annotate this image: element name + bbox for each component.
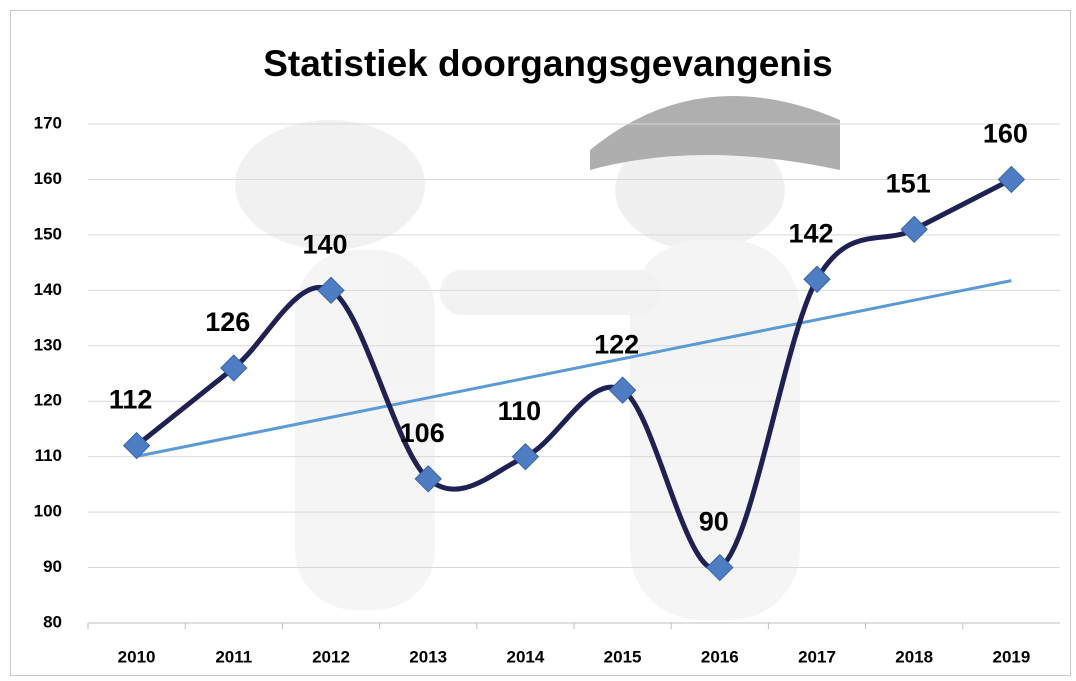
x-tick-label: 2018	[895, 647, 933, 666]
marker	[997, 165, 1026, 194]
y-tick-label: 80	[43, 612, 62, 631]
value-label: 140	[302, 229, 347, 259]
y-tick-label: 120	[34, 391, 62, 410]
y-tick-label: 100	[34, 502, 62, 521]
marker	[608, 376, 637, 404]
value-label: 160	[983, 119, 1028, 149]
marker	[803, 265, 831, 293]
x-tick-label: 2019	[992, 647, 1030, 666]
marker	[317, 276, 345, 305]
marker	[706, 553, 734, 582]
value-label: 142	[788, 218, 833, 248]
y-tick-label: 150	[34, 224, 62, 243]
value-label: 106	[400, 418, 445, 448]
y-tick-label: 110	[35, 446, 62, 465]
marker	[220, 354, 248, 382]
y-tick-label: 90	[43, 557, 62, 576]
y-tick-label: 130	[34, 335, 62, 354]
trendline	[136, 279, 1012, 458]
series-line	[135, 177, 1013, 572]
x-tick-label: 2014	[506, 647, 544, 666]
x-tick-label: 2013	[409, 647, 447, 666]
x-tick-label: 2017	[798, 647, 836, 666]
value-label: 122	[594, 329, 639, 359]
x-tick-label: 2011	[215, 647, 252, 666]
x-tick-label: 2010	[118, 647, 156, 666]
y-tick-label: 140	[34, 280, 62, 299]
value-label: 112	[109, 385, 153, 415]
value-label: 90	[699, 507, 729, 537]
marker	[511, 442, 540, 471]
value-label: 126	[205, 307, 250, 337]
background-illustration	[235, 96, 840, 620]
marker	[414, 465, 442, 493]
value-label: 151	[886, 168, 931, 198]
marker	[900, 215, 928, 244]
chart-title: Statistiek doorgangsgevangenis	[263, 43, 833, 84]
value-label: 110	[498, 396, 542, 426]
x-tick-label: 2016	[701, 647, 739, 666]
marker	[122, 431, 151, 460]
chart-frame	[10, 10, 1071, 676]
y-tick-label: 160	[34, 169, 62, 188]
x-tick-label: 2015	[604, 647, 642, 666]
x-tick-label: 2012	[312, 647, 350, 666]
y-tick-label: 170	[34, 113, 62, 132]
